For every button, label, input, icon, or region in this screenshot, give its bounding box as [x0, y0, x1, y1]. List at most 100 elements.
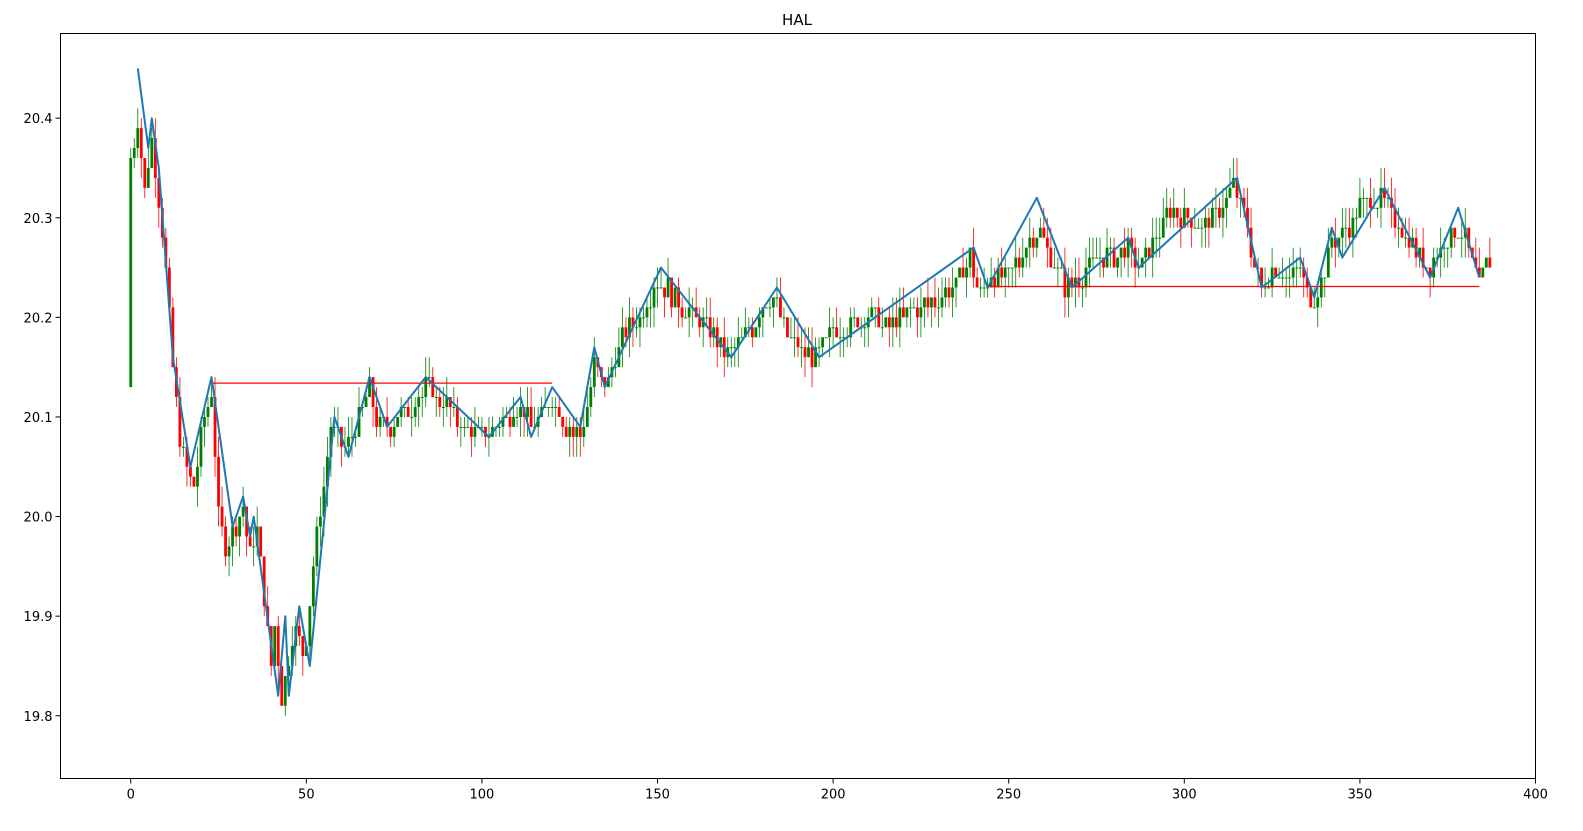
candle-body — [1228, 187, 1232, 198]
candle-body — [1203, 217, 1207, 228]
candle-body — [1404, 237, 1407, 239]
candle-body — [484, 426, 487, 437]
x-tick-label: 300 — [1172, 788, 1197, 803]
candle-body — [1305, 277, 1309, 288]
candle-body — [1059, 267, 1063, 269]
candle-body — [529, 406, 533, 427]
candle-body — [1274, 267, 1278, 278]
candle-body — [448, 397, 452, 407]
candle-body — [1182, 207, 1186, 228]
candle-body — [512, 416, 515, 427]
candle-body — [613, 367, 617, 369]
candle-body — [171, 307, 175, 368]
y-tick-label: 19.8 — [24, 710, 53, 725]
candle-body — [1193, 227, 1197, 229]
candle-body — [1376, 207, 1379, 209]
candle-body — [136, 128, 140, 149]
candle-body — [557, 406, 561, 417]
candle-body — [364, 397, 368, 407]
candle-body — [1168, 207, 1172, 218]
candle-body — [378, 416, 382, 427]
candle-body — [775, 297, 779, 299]
candle-body — [1161, 217, 1165, 238]
candle-body — [329, 426, 333, 457]
candle-body — [420, 397, 424, 399]
candle-body — [1400, 227, 1404, 238]
candle-body — [838, 337, 842, 339]
candle-body — [916, 307, 919, 318]
candle-body — [1333, 237, 1337, 248]
candle-body — [1200, 227, 1204, 229]
candle-body — [1084, 267, 1088, 288]
candle-body — [1302, 267, 1306, 278]
candle-body — [666, 277, 670, 298]
candle-body — [740, 337, 744, 339]
candle-body — [1347, 227, 1351, 238]
x-tick-label: 200 — [821, 788, 846, 803]
candle-body — [1467, 227, 1471, 248]
candle-body — [1316, 297, 1320, 308]
candle-body — [887, 317, 891, 328]
candle-body — [789, 337, 793, 339]
candle-body — [1319, 277, 1323, 298]
y-axis: 19.8 19.9 20.0 20.1 20.2 20.3 20.4 — [24, 112, 61, 725]
candle-body — [708, 317, 712, 338]
candle-body — [884, 317, 888, 328]
candle-body — [399, 406, 403, 417]
candle-body — [333, 426, 336, 428]
candle-body — [231, 526, 234, 547]
candle-body — [715, 327, 719, 348]
x-tick-label: 150 — [645, 788, 670, 803]
candle-body — [389, 426, 393, 437]
y-tick-label: 20.0 — [24, 511, 53, 526]
candle-body — [894, 317, 898, 328]
candle-body — [733, 347, 737, 349]
candle-body — [1014, 257, 1018, 268]
candle-body — [873, 307, 877, 309]
candle-body — [139, 128, 143, 158]
candle-body — [592, 357, 596, 388]
candle-body — [1267, 287, 1270, 289]
candle-body — [227, 546, 231, 557]
candle-body — [252, 546, 256, 548]
candle-body — [1344, 227, 1348, 229]
candle-body — [1130, 237, 1134, 248]
candle-body — [311, 566, 315, 607]
candle-body — [1246, 207, 1249, 228]
candle-body — [1010, 267, 1014, 269]
candle-body — [564, 426, 568, 437]
y-tick-label: 20.1 — [24, 411, 53, 426]
candle-body — [167, 267, 171, 308]
candle-body — [877, 307, 881, 328]
y-tick-label: 20.3 — [24, 212, 53, 227]
candle-body — [347, 436, 350, 447]
candle-body — [143, 157, 147, 188]
candle-body — [153, 138, 157, 178]
candle-body — [424, 377, 428, 398]
candle-body — [1140, 257, 1144, 268]
candle-body — [1418, 247, 1422, 258]
candle-body — [375, 406, 378, 427]
candle-body — [1393, 207, 1397, 228]
candle-body — [1172, 207, 1176, 218]
candle-body — [793, 337, 796, 339]
candle-body — [1038, 227, 1042, 238]
candle-body — [1365, 197, 1369, 199]
candle-body — [1021, 257, 1025, 268]
candle-body — [234, 526, 238, 537]
candles — [129, 108, 1492, 716]
candle-body — [1109, 247, 1112, 249]
candle-body — [1126, 237, 1130, 258]
x-axis: 0 50 100 150 200 250 300 350 400 — [127, 778, 1548, 803]
candle-body — [1453, 227, 1457, 238]
candle-body — [1351, 217, 1355, 238]
candle-body — [1414, 237, 1418, 258]
candle-body — [621, 327, 624, 348]
candle-body — [192, 476, 196, 487]
candle-body — [396, 416, 400, 427]
candle-body — [526, 406, 529, 417]
candle-body — [1295, 267, 1299, 269]
candle-body — [182, 446, 185, 448]
y-tick-label: 20.4 — [24, 112, 53, 127]
candle-body — [1446, 247, 1450, 249]
